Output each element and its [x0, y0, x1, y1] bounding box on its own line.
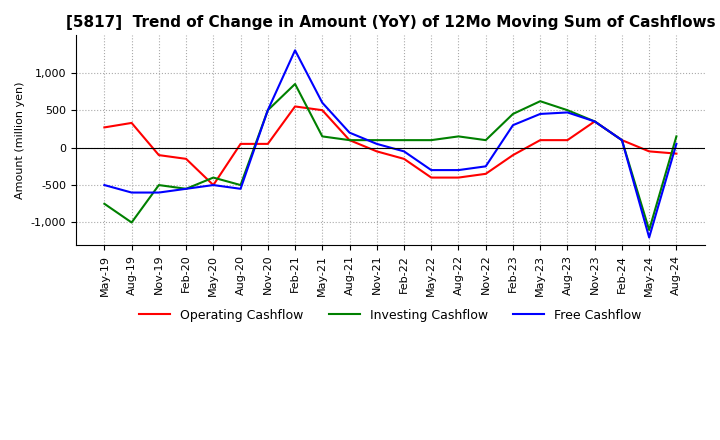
Operating Cashflow: [345, 138, 354, 143]
Free Cashflow: [291, 48, 300, 53]
Free Cashflow: [672, 141, 680, 147]
Operating Cashflow: [318, 107, 327, 113]
Operating Cashflow: [508, 153, 517, 158]
Free Cashflow: [236, 186, 245, 191]
Investing Cashflow: [127, 220, 136, 225]
Operating Cashflow: [590, 119, 599, 124]
Operating Cashflow: [672, 151, 680, 156]
Investing Cashflow: [155, 183, 163, 188]
Operating Cashflow: [454, 175, 463, 180]
Line: Operating Cashflow: Operating Cashflow: [104, 106, 676, 185]
Operating Cashflow: [100, 125, 109, 130]
Investing Cashflow: [563, 107, 572, 113]
Operating Cashflow: [291, 104, 300, 109]
Investing Cashflow: [318, 134, 327, 139]
Free Cashflow: [563, 110, 572, 115]
Investing Cashflow: [590, 119, 599, 124]
Free Cashflow: [618, 138, 626, 143]
Investing Cashflow: [209, 175, 217, 180]
Legend: Operating Cashflow, Investing Cashflow, Free Cashflow: Operating Cashflow, Investing Cashflow, …: [134, 304, 647, 327]
Free Cashflow: [345, 130, 354, 135]
Free Cashflow: [155, 190, 163, 195]
Y-axis label: Amount (million yen): Amount (million yen): [15, 81, 25, 199]
Operating Cashflow: [482, 171, 490, 176]
Operating Cashflow: [155, 153, 163, 158]
Investing Cashflow: [427, 138, 436, 143]
Free Cashflow: [508, 122, 517, 128]
Operating Cashflow: [209, 183, 217, 188]
Operating Cashflow: [264, 141, 272, 147]
Investing Cashflow: [291, 81, 300, 87]
Operating Cashflow: [127, 120, 136, 125]
Line: Free Cashflow: Free Cashflow: [104, 50, 676, 238]
Free Cashflow: [318, 100, 327, 105]
Investing Cashflow: [536, 99, 544, 104]
Free Cashflow: [536, 111, 544, 117]
Investing Cashflow: [264, 107, 272, 113]
Line: Investing Cashflow: Investing Cashflow: [104, 84, 676, 230]
Investing Cashflow: [372, 138, 381, 143]
Investing Cashflow: [100, 201, 109, 206]
Operating Cashflow: [618, 138, 626, 143]
Title: [5817]  Trend of Change in Amount (YoY) of 12Mo Moving Sum of Cashflows: [5817] Trend of Change in Amount (YoY) o…: [66, 15, 715, 30]
Operating Cashflow: [645, 149, 654, 154]
Free Cashflow: [454, 168, 463, 173]
Free Cashflow: [645, 235, 654, 240]
Investing Cashflow: [400, 138, 408, 143]
Free Cashflow: [209, 183, 217, 188]
Investing Cashflow: [236, 183, 245, 188]
Operating Cashflow: [563, 138, 572, 143]
Free Cashflow: [482, 164, 490, 169]
Investing Cashflow: [618, 138, 626, 143]
Investing Cashflow: [672, 134, 680, 139]
Investing Cashflow: [345, 138, 354, 143]
Operating Cashflow: [427, 175, 436, 180]
Investing Cashflow: [482, 138, 490, 143]
Operating Cashflow: [181, 156, 190, 161]
Investing Cashflow: [645, 227, 654, 233]
Free Cashflow: [427, 168, 436, 173]
Free Cashflow: [400, 149, 408, 154]
Free Cashflow: [590, 119, 599, 124]
Investing Cashflow: [508, 111, 517, 117]
Operating Cashflow: [372, 149, 381, 154]
Operating Cashflow: [536, 138, 544, 143]
Investing Cashflow: [454, 134, 463, 139]
Free Cashflow: [100, 183, 109, 188]
Free Cashflow: [264, 107, 272, 113]
Free Cashflow: [181, 186, 190, 191]
Operating Cashflow: [400, 156, 408, 161]
Free Cashflow: [127, 190, 136, 195]
Free Cashflow: [372, 141, 381, 147]
Operating Cashflow: [236, 141, 245, 147]
Investing Cashflow: [181, 186, 190, 191]
